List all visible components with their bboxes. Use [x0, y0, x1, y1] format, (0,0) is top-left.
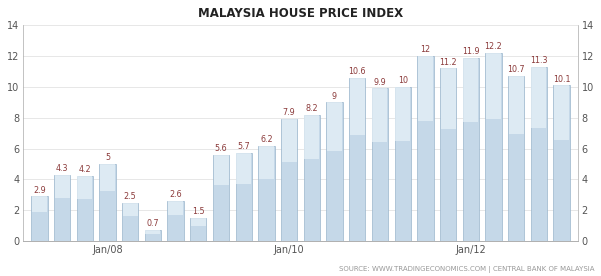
Text: 10.1: 10.1: [553, 75, 570, 84]
Bar: [304, 115, 319, 159]
Bar: [326, 102, 343, 241]
Bar: [486, 53, 501, 119]
Bar: [76, 176, 93, 241]
Bar: [168, 201, 184, 241]
Text: 5: 5: [105, 153, 110, 162]
Bar: [213, 155, 229, 241]
Text: 11.9: 11.9: [462, 47, 480, 56]
Text: 12: 12: [420, 45, 430, 54]
Text: 10: 10: [398, 76, 407, 85]
Bar: [281, 119, 297, 241]
Bar: [236, 153, 251, 184]
Bar: [418, 56, 433, 121]
Text: 4.3: 4.3: [56, 164, 69, 173]
Bar: [122, 203, 138, 241]
Bar: [394, 87, 411, 241]
Text: 6.2: 6.2: [260, 135, 273, 144]
Bar: [441, 68, 456, 129]
Bar: [145, 230, 161, 241]
Bar: [145, 230, 160, 234]
Bar: [349, 78, 365, 241]
Bar: [554, 85, 569, 140]
Bar: [236, 153, 252, 241]
Bar: [440, 68, 456, 241]
Text: 10.7: 10.7: [507, 65, 525, 74]
Text: 2.5: 2.5: [124, 192, 136, 201]
Bar: [531, 67, 546, 128]
Bar: [32, 197, 47, 212]
Bar: [350, 78, 365, 135]
Bar: [78, 176, 93, 199]
Text: 2.6: 2.6: [169, 190, 182, 199]
Bar: [373, 89, 388, 142]
Bar: [554, 85, 570, 241]
Text: 10.6: 10.6: [349, 67, 366, 76]
Bar: [531, 67, 547, 241]
Bar: [304, 115, 320, 241]
Bar: [123, 203, 138, 216]
Text: 8.2: 8.2: [305, 104, 318, 113]
Bar: [282, 119, 297, 162]
Bar: [463, 58, 478, 122]
Bar: [372, 89, 388, 241]
Bar: [99, 164, 115, 241]
Text: 9.9: 9.9: [374, 78, 386, 87]
Bar: [259, 145, 274, 179]
Bar: [55, 175, 70, 198]
Text: 11.2: 11.2: [439, 58, 457, 67]
Text: 5.7: 5.7: [237, 142, 250, 151]
Text: 5.6: 5.6: [215, 144, 227, 153]
Bar: [486, 53, 502, 241]
Text: 4.2: 4.2: [79, 166, 91, 174]
Text: 2.9: 2.9: [33, 185, 46, 195]
Bar: [508, 76, 523, 134]
Bar: [168, 201, 183, 215]
Text: 11.3: 11.3: [530, 56, 548, 65]
Text: SOURCE: WWW.TRADINGECONOMICS.COM | CENTRAL BANK OF MALAYSIA: SOURCE: WWW.TRADINGECONOMICS.COM | CENTR…: [340, 266, 595, 273]
Bar: [508, 76, 525, 241]
Bar: [31, 197, 47, 241]
Bar: [417, 56, 433, 241]
Text: 7.9: 7.9: [283, 108, 296, 118]
Title: MALAYSIA HOUSE PRICE INDEX: MALAYSIA HOUSE PRICE INDEX: [198, 7, 403, 20]
Bar: [191, 218, 206, 226]
Bar: [463, 58, 479, 241]
Text: 1.5: 1.5: [192, 207, 204, 216]
Text: 12.2: 12.2: [484, 42, 502, 51]
Bar: [327, 102, 342, 151]
Bar: [190, 218, 207, 241]
Bar: [100, 164, 115, 191]
Bar: [54, 175, 70, 241]
Text: 0.7: 0.7: [147, 219, 159, 229]
Text: 9: 9: [332, 92, 337, 100]
Bar: [395, 87, 410, 141]
Bar: [258, 145, 275, 241]
Bar: [213, 155, 228, 185]
